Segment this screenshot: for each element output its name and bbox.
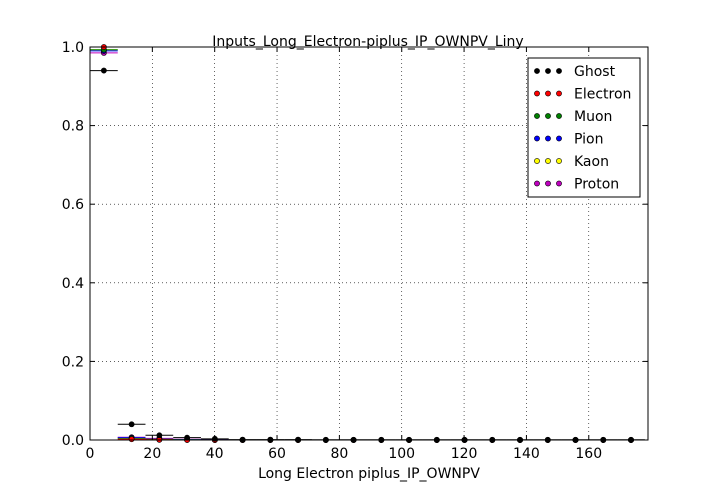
legend-marker-pion	[556, 135, 562, 142]
chart-title: Inputs_Long_Electron-piplus_IP_OWNPV_Lin…	[212, 34, 523, 50]
legend-marker-proton	[545, 180, 551, 187]
grid-lines	[90, 47, 648, 440]
y-tick-label: 0.2	[62, 354, 84, 370]
legend-item-pion: Pion	[534, 132, 603, 148]
legend-marker-kaon	[556, 158, 562, 164]
legend-marker-muon	[556, 113, 562, 119]
y-tick-label: 0.4	[62, 276, 84, 292]
legend-label-proton: Proton	[574, 177, 619, 193]
legend-box	[527, 57, 641, 198]
x-tick-label: 0	[86, 446, 95, 462]
point-electron	[128, 436, 135, 443]
legend-label-pion: Pion	[574, 132, 603, 148]
legend-label-muon: Muon	[574, 109, 612, 125]
x-tick-label: 20	[143, 446, 161, 462]
y-tick-label: 0.0	[62, 433, 84, 449]
point-ghost	[128, 421, 135, 428]
x-tick-label: 160	[575, 446, 602, 462]
legend-marker-proton	[534, 180, 540, 187]
legend-marker-pion	[534, 135, 540, 142]
legend-marker-kaon	[545, 158, 551, 164]
legend-marker-ghost	[556, 68, 562, 74]
point-ghost	[100, 67, 107, 74]
y-tick-label: 0.6	[62, 197, 84, 213]
legend: Ghost Electron Muon Pion Kaon Proton	[527, 57, 641, 198]
legend-item-proton: Proton	[534, 177, 619, 193]
legend-item-electron: Electron	[534, 87, 631, 103]
legend-marker-kaon	[534, 158, 540, 164]
x-tick-label: 100	[388, 446, 415, 462]
x-axis-label: Long Electron piplus_IP_OWNPV	[258, 466, 480, 482]
legend-item-muon: Muon	[534, 109, 612, 125]
legend-marker-electron	[545, 90, 551, 97]
legend-marker-ghost	[534, 68, 540, 74]
point-ghost	[184, 434, 191, 441]
x-tick-label: 60	[268, 446, 286, 462]
axis-ticks: 0 20 40 60 80 100 120 140 160 0.0 0.2 0.4 0.6 0.8 1.0	[62, 40, 648, 462]
legend-label-ghost: Ghost	[574, 64, 616, 80]
legend-marker-ghost	[545, 68, 551, 74]
legend-marker-pion	[545, 135, 551, 142]
plot-area-frame	[89, 46, 649, 441]
x-tick-label: 40	[206, 446, 224, 462]
legend-label-electron: Electron	[574, 87, 631, 103]
legend-marker-electron	[534, 90, 540, 97]
x-tick-label: 80	[330, 446, 348, 462]
point-ghost	[156, 432, 163, 439]
legend-marker-muon	[534, 113, 540, 119]
legend-item-kaon: Kaon	[534, 154, 609, 170]
legend-marker-proton	[556, 180, 562, 187]
legend-marker-electron	[556, 90, 562, 97]
x-tick-label: 140	[513, 446, 540, 462]
x-tick-label: 120	[451, 446, 478, 462]
y-tick-label: 0.8	[62, 119, 84, 135]
legend-label-kaon: Kaon	[574, 154, 609, 170]
legend-item-ghost: Ghost	[534, 64, 616, 80]
legend-marker-muon	[545, 113, 551, 119]
y-tick-label: 1.0	[62, 40, 84, 56]
